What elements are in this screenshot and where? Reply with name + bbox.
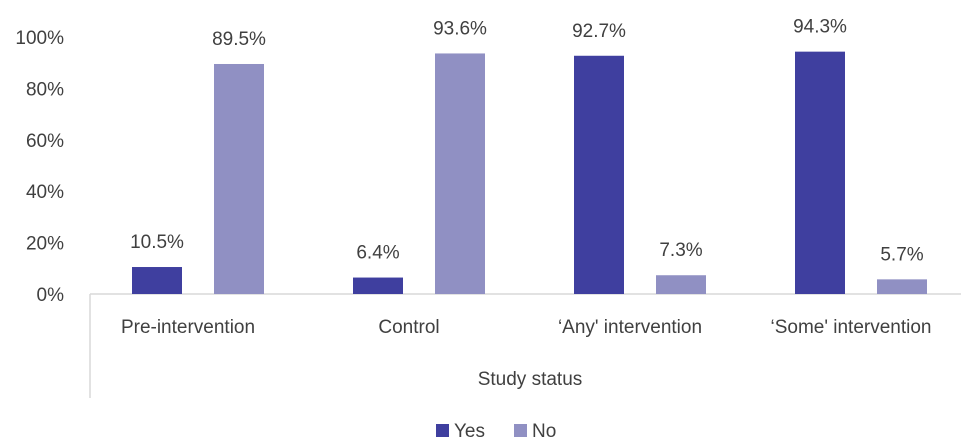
category-label: Pre-intervention xyxy=(121,317,255,338)
y-tick-label: 40% xyxy=(26,182,64,203)
data-label-yes-3: 94.3% xyxy=(793,17,847,38)
legend-label-yes: Yes xyxy=(454,421,485,442)
bar-no-3 xyxy=(877,279,927,294)
bar-no-2 xyxy=(656,275,706,294)
y-tick-label: 80% xyxy=(26,79,64,100)
y-axis: 0% 20% 40% 60% 80% 100% xyxy=(15,28,64,306)
bar-no-1 xyxy=(435,53,485,295)
category-labels: Pre-intervention Control ‘Any' interventio… xyxy=(121,317,932,338)
bar-no-0 xyxy=(214,63,264,294)
data-label-no-1: 93.6% xyxy=(433,18,487,39)
data-label-yes-0: 10.5% xyxy=(130,232,184,253)
category-label: Control xyxy=(378,317,439,338)
legend-item-yes[interactable]: Yes xyxy=(436,421,485,442)
bar-yes-0 xyxy=(132,267,182,294)
bar-yes-2 xyxy=(574,55,624,294)
data-label-no-0: 89.5% xyxy=(212,29,266,50)
data-label-no-2: 7.3% xyxy=(659,240,702,261)
y-tick-label: 60% xyxy=(26,131,64,152)
data-label-yes-2: 92.7% xyxy=(572,21,626,42)
y-tick-label: 100% xyxy=(15,28,64,49)
legend-label-no: No xyxy=(532,421,556,442)
legend-swatch-no xyxy=(514,424,527,437)
bar-yes-1 xyxy=(353,277,403,294)
data-label-yes-1: 6.4% xyxy=(356,243,399,264)
legend-item-no[interactable]: No xyxy=(514,421,556,442)
legend[interactable]: Yes No xyxy=(436,421,556,442)
bars xyxy=(132,51,927,295)
data-labels: 10.5% 6.4% 92.7% 94.3% 89.5% 93.6% 7.3% 5.7% xyxy=(130,17,924,266)
x-axis-title: Study status xyxy=(478,369,583,390)
y-tick-label: 0% xyxy=(37,285,65,306)
y-tick-label: 20% xyxy=(26,234,64,255)
category-label: ‘Some' intervention xyxy=(771,317,932,338)
bar-yes-3 xyxy=(795,51,845,294)
legend-swatch-yes xyxy=(436,424,449,437)
data-label-no-3: 5.7% xyxy=(880,244,923,265)
category-label: ‘Any' intervention xyxy=(558,317,702,338)
